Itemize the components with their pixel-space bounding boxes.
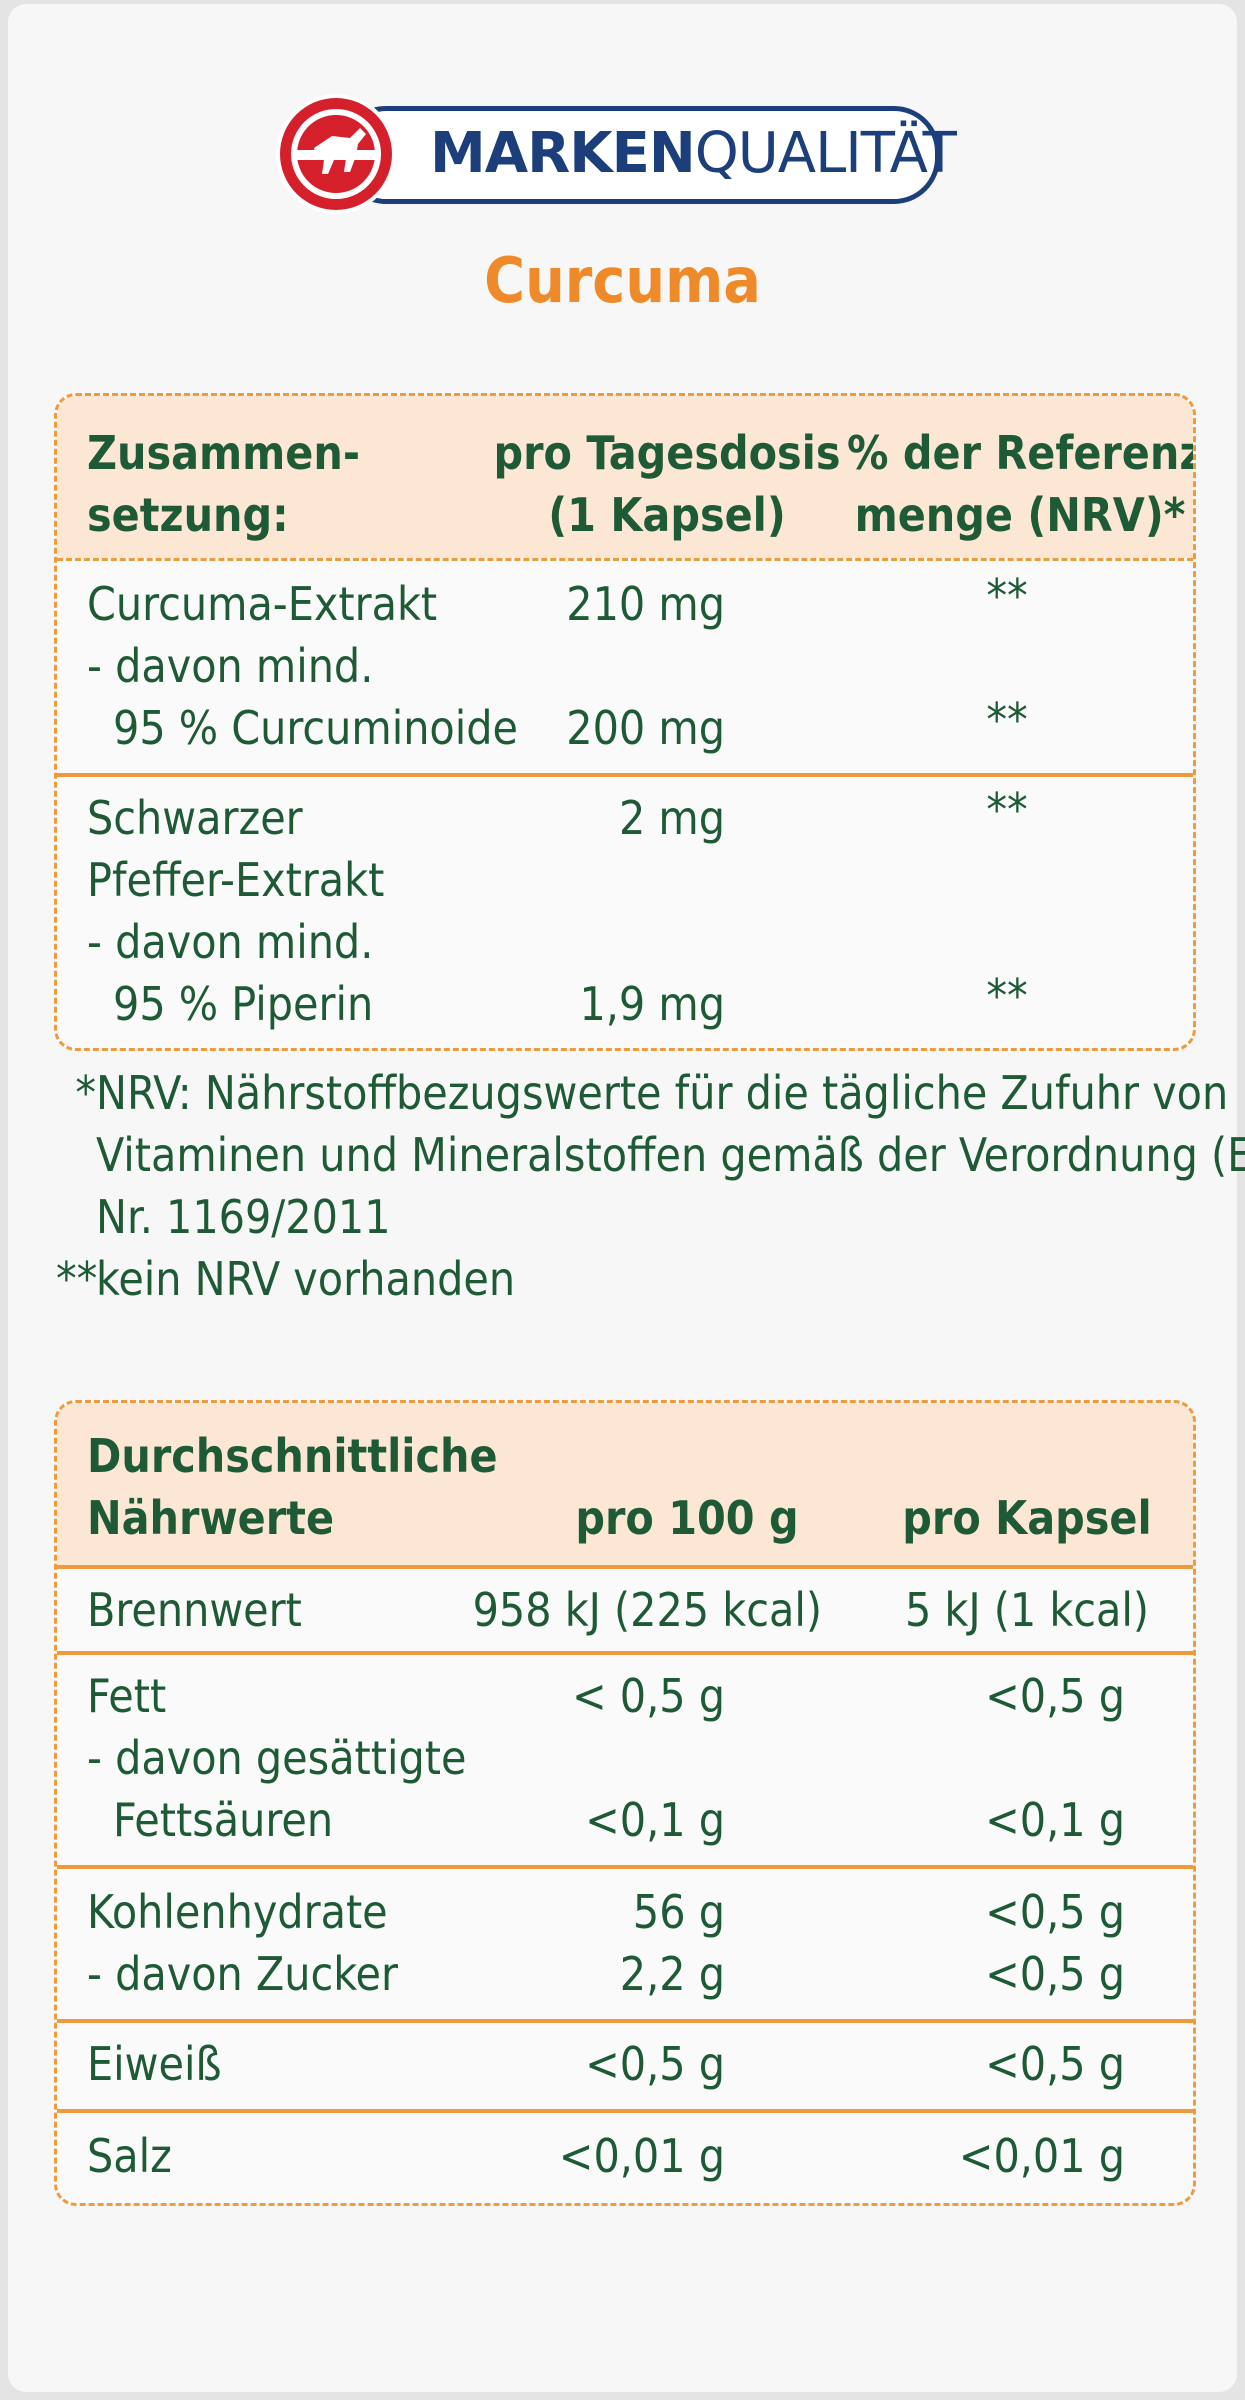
nutrient-per-capsule: <0,5 g bbox=[985, 1947, 1125, 2001]
nutrient-per-100g: 56 g bbox=[632, 1885, 725, 1939]
ingredient-amount: 1,9 mg bbox=[579, 977, 725, 1031]
composition-table: Zusammen- setzung: pro Tagesdosis (1 Kap… bbox=[54, 393, 1196, 1051]
ingredient-label: Schwarzer bbox=[87, 791, 303, 845]
nutrient-label: Brennwert bbox=[87, 1583, 302, 1637]
logo-bold-text: MARKEN bbox=[430, 121, 696, 186]
header-per-capsule: pro Kapsel bbox=[902, 1491, 1152, 1545]
nutrient-label: Fett bbox=[87, 1669, 167, 1723]
ingredient-label: 95 % Curcuminoide bbox=[113, 701, 518, 755]
nutrition-table: Durchschnittliche Nährwerte pro 100 g pr… bbox=[54, 1400, 1196, 2206]
header-per-100g: pro 100 g bbox=[575, 1491, 799, 1545]
header-daily-dose-line2: (1 Kapsel) bbox=[548, 488, 786, 542]
footnotes: * NRV: Nährstoffbezugswerte für die tägl… bbox=[56, 1062, 1245, 1310]
nutrition-row-protein: Eiweiß <0,5 g <0,5 g bbox=[57, 2019, 1193, 2109]
ingredient-amount: 200 mg bbox=[566, 701, 725, 755]
footnote-line: Vitaminen und Mineralstoffen gemäß der V… bbox=[96, 1128, 1245, 1182]
header-daily-dose-line1: pro Tagesdosis bbox=[493, 426, 841, 480]
footnote-line: NRV: Nährstoffbezugswerte für die täglic… bbox=[96, 1066, 1229, 1120]
ingredient-nrv: ** bbox=[986, 969, 1028, 1023]
ingredient-nrv: ** bbox=[986, 569, 1028, 623]
nutrition-row-energy: Brennwert 958 kJ (225 kcal) 5 kJ (1 kcal… bbox=[57, 1565, 1193, 1651]
composition-table-header: Zusammen- setzung: pro Tagesdosis (1 Kap… bbox=[57, 396, 1193, 558]
nutrition-row-fat: Fett < 0,5 g <0,5 g - davon gesättigte F… bbox=[57, 1651, 1193, 1865]
product-title: Curcuma bbox=[484, 244, 761, 317]
brand-logo: MARKENQUALITÄT bbox=[280, 98, 970, 210]
footnote-no-nrv: ** kein NRV vorhanden bbox=[56, 1248, 1194, 1310]
nutrient-per-capsule: <0,5 g bbox=[985, 1885, 1125, 1939]
header-nutrition-line2: Nährwerte bbox=[87, 1491, 335, 1545]
ingredient-label: - davon mind. bbox=[87, 915, 374, 969]
header-composition-line2: setzung: bbox=[87, 488, 289, 542]
footnote-mark: ** bbox=[56, 1252, 98, 1306]
ingredient-label: 95 % Piperin bbox=[113, 977, 374, 1031]
nutrient-label: Fettsäuren bbox=[113, 1793, 334, 1847]
ingredient-amount: 2 mg bbox=[618, 791, 725, 845]
nutrient-label: Kohlenhydrate bbox=[87, 1885, 388, 1939]
nutrient-per-100g: <0,5 g bbox=[585, 2037, 725, 2091]
footnote-nrv: * NRV: Nährstoffbezugswerte für die tägl… bbox=[64, 1062, 1245, 1248]
nutrient-per-100g: < 0,5 g bbox=[571, 1669, 725, 1723]
footnote-line: Nr. 1169/2011 bbox=[96, 1190, 391, 1244]
horse-emblem-icon bbox=[280, 98, 392, 210]
nutrient-per-capsule: 5 kJ (1 kcal) bbox=[904, 1583, 1150, 1637]
nutrient-label: Salz bbox=[87, 2129, 172, 2183]
composition-group-pepper: Schwarzer 2 mg ** Pfeffer-Extrakt - davo… bbox=[57, 773, 1193, 1047]
nutrition-table-header: Durchschnittliche Nährwerte pro 100 g pr… bbox=[57, 1403, 1193, 1565]
logo-wordmark: MARKENQUALITÄT bbox=[430, 121, 957, 186]
header-nutrition-line1: Durchschnittliche bbox=[87, 1429, 498, 1483]
logo-pill bbox=[340, 106, 940, 204]
ingredient-nrv: ** bbox=[986, 783, 1028, 837]
ingredient-label: Curcuma-Extrakt bbox=[87, 577, 438, 631]
nutrient-per-capsule: <0,5 g bbox=[985, 1669, 1125, 1723]
nutrition-row-salt: Salz <0,01 g <0,01 g bbox=[57, 2109, 1193, 2203]
nutrient-label: - davon Zucker bbox=[87, 1947, 399, 2001]
header-nrv-line1: % der Referenz- bbox=[847, 426, 1196, 480]
ingredient-nrv: ** bbox=[986, 693, 1028, 747]
footnote-line: kein NRV vorhanden bbox=[96, 1252, 516, 1306]
composition-group-curcuma: Curcuma-Extrakt 210 mg ** - davon mind. … bbox=[57, 558, 1193, 773]
logo-light-text: QUALITÄT bbox=[694, 121, 957, 186]
nutrient-per-100g: <0,01 g bbox=[558, 2129, 725, 2183]
nutrient-per-100g: <0,1 g bbox=[585, 1793, 725, 1847]
header-composition-line1: Zusammen- bbox=[87, 426, 361, 480]
nutrient-per-capsule: <0,01 g bbox=[958, 2129, 1125, 2183]
ingredient-label: Pfeffer-Extrakt bbox=[87, 853, 385, 907]
nutrient-label: Eiweiß bbox=[87, 2037, 222, 2091]
nutrient-label: - davon gesättigte bbox=[87, 1731, 467, 1785]
nutrition-row-carbs: Kohlenhydrate 56 g <0,5 g - davon Zucker… bbox=[57, 1865, 1193, 2019]
footnote-mark: * bbox=[75, 1066, 96, 1120]
nutrient-per-capsule: <0,1 g bbox=[985, 1793, 1125, 1847]
nutrient-per-100g: 958 kJ (225 kcal) bbox=[472, 1583, 822, 1637]
nutrient-per-capsule: <0,5 g bbox=[985, 2037, 1125, 2091]
header-nrv-line2: menge (NRV)* bbox=[854, 488, 1186, 542]
ingredient-amount: 210 mg bbox=[566, 577, 725, 631]
ingredient-label: - davon mind. bbox=[87, 639, 374, 693]
nutrient-per-100g: 2,2 g bbox=[619, 1947, 725, 2001]
